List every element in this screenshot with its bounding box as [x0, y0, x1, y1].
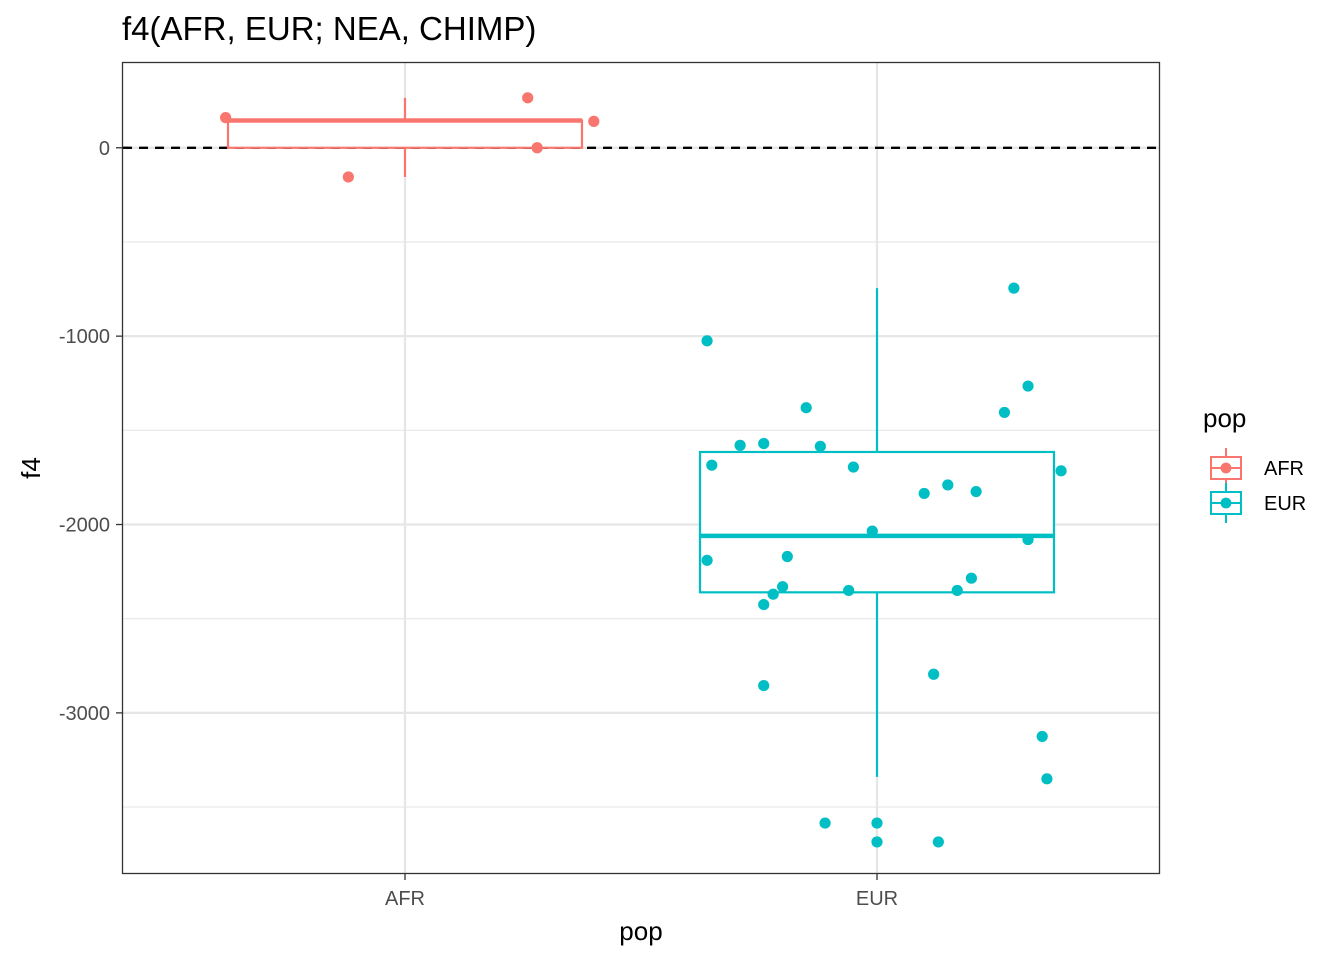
- data-point-eur: [932, 836, 944, 848]
- legend-title: pop: [1203, 403, 1246, 433]
- data-point-eur: [951, 584, 963, 597]
- data-point-eur: [847, 461, 860, 473]
- data-point-eur: [866, 525, 878, 537]
- data-point-eur: [701, 335, 713, 347]
- data-point-eur: [781, 550, 793, 563]
- axes: 0 -1000 -2000 -3000 AFR EUR: [59, 138, 898, 910]
- data-point-afr: [220, 112, 232, 124]
- legend-label: AFR: [1264, 458, 1304, 480]
- data-point-eur: [918, 487, 930, 500]
- boxplot-eur: [698, 288, 1056, 777]
- x-tick-label: EUR: [856, 888, 898, 910]
- chart-title: f4(AFR, EUR; NEA, CHIMP): [122, 10, 536, 47]
- y-tick-label: -3000: [59, 703, 110, 725]
- points: [220, 92, 1067, 848]
- data-point-afr: [342, 171, 354, 183]
- box-iqr: [226, 119, 584, 149]
- data-point-eur: [758, 437, 770, 450]
- data-point-eur: [970, 485, 982, 498]
- data-point-afr: [531, 142, 543, 154]
- data-point-eur: [1022, 533, 1034, 546]
- data-point-eur: [871, 836, 883, 848]
- data-point-eur: [942, 479, 954, 491]
- plot-panel-border: [121, 61, 1161, 875]
- data-point-eur: [814, 440, 826, 452]
- data-point-eur: [871, 817, 883, 829]
- data-point-afr: [522, 92, 534, 104]
- legend-item-afr: AFR: [1210, 448, 1304, 488]
- boxes: [226, 97, 1056, 777]
- data-point-eur: [843, 584, 855, 597]
- data-point-eur: [928, 668, 940, 680]
- data-point-eur: [767, 588, 779, 600]
- data-point-eur: [777, 581, 789, 593]
- data-point-eur: [701, 554, 713, 566]
- data-point-eur: [998, 406, 1011, 419]
- y-tick-label: 0: [99, 138, 110, 160]
- data-point-eur: [758, 679, 770, 692]
- data-point-eur: [965, 572, 978, 584]
- data-point-eur: [1055, 465, 1067, 477]
- legend-item-eur: EUR: [1210, 483, 1306, 523]
- data-point-eur: [1022, 380, 1034, 392]
- legend-key-point: [1220, 497, 1232, 509]
- x-axis-label: pop: [619, 916, 662, 946]
- box-iqr: [698, 450, 1056, 594]
- data-point-afr: [588, 115, 600, 127]
- y-tick-label: -1000: [59, 326, 110, 348]
- data-point-eur: [1041, 773, 1053, 785]
- x-tick-label: AFR: [385, 888, 425, 910]
- data-point-eur: [734, 439, 746, 451]
- data-point-eur: [706, 459, 718, 471]
- data-point-eur: [1008, 282, 1020, 294]
- boxplot-afr: [226, 97, 584, 177]
- data-point-eur: [800, 402, 812, 414]
- legend: pop AFR EUR: [1203, 403, 1306, 523]
- data-point-eur: [758, 598, 770, 611]
- data-point-eur: [819, 817, 831, 829]
- legend-key-point: [1220, 462, 1232, 474]
- data-point-eur: [1036, 730, 1048, 743]
- y-axis-label: f4: [16, 457, 46, 479]
- y-tick-label: -2000: [59, 515, 110, 537]
- legend-label: EUR: [1264, 493, 1306, 515]
